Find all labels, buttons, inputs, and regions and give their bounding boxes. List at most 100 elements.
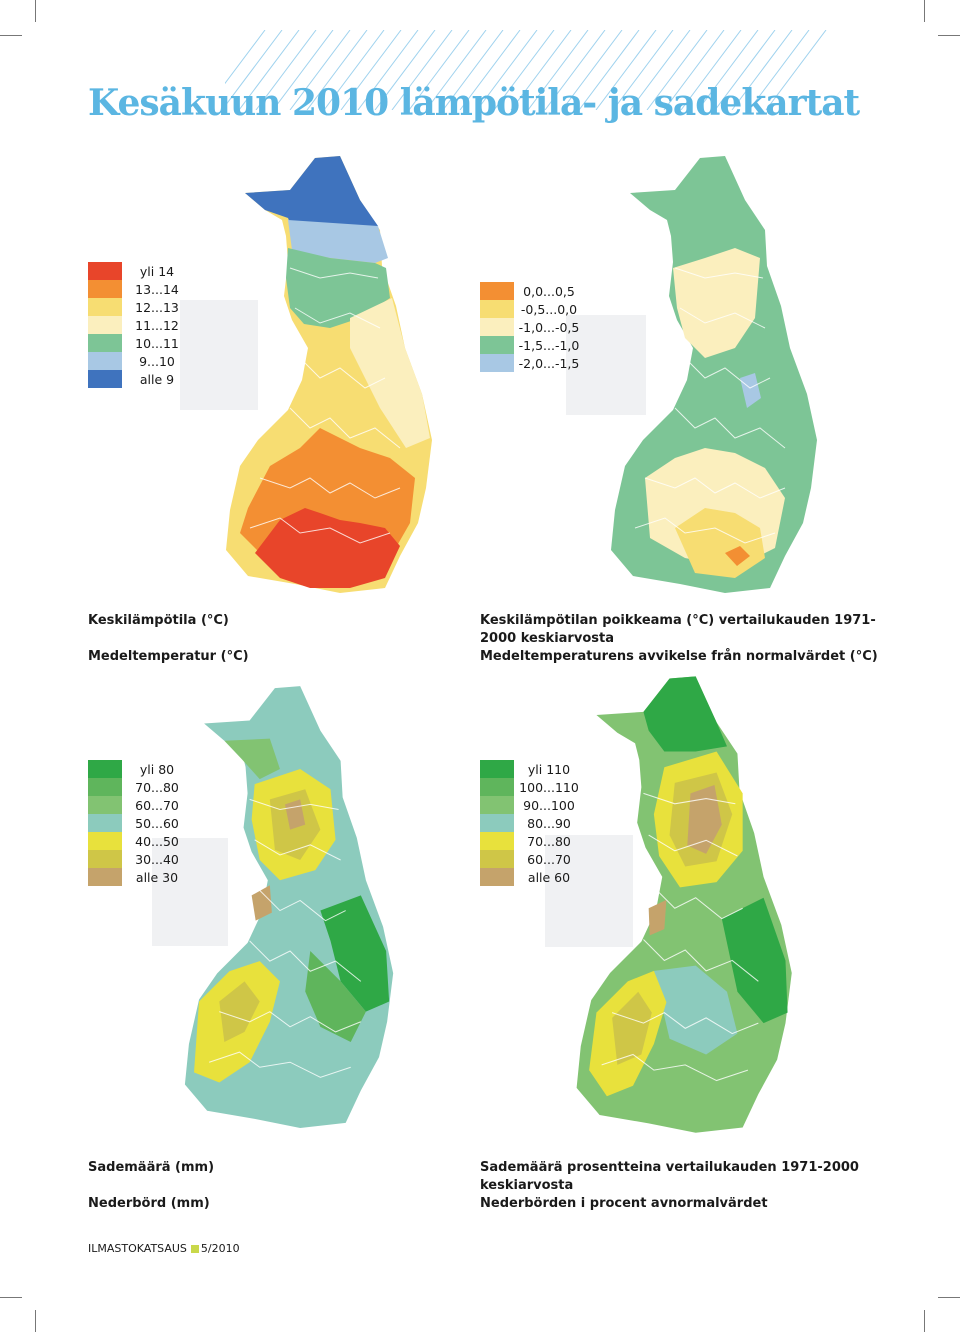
legend-mean-temperature: yli 14 13...14 12...13 11...12 10...11 9… <box>88 262 192 388</box>
legend-label: 60...70 <box>527 851 571 867</box>
caption-temperature-anomaly: Keskilämpötilan poikkeama (°C) vertailuk… <box>480 612 878 666</box>
legend-swatch <box>88 334 122 352</box>
region-boundary <box>294 307 381 329</box>
hatch-line <box>544 30 606 110</box>
legend-item: -0,5...0,0 <box>480 300 584 318</box>
legend-swatch <box>88 370 122 388</box>
legend-swatch <box>480 778 514 796</box>
legend-item: 100...110 <box>480 778 584 796</box>
legend-swatch <box>480 760 514 778</box>
legend-item: 9...10 <box>88 352 192 370</box>
legend-label: 13...14 <box>135 281 179 297</box>
hatch-line <box>731 30 793 110</box>
legend-label: alle 60 <box>527 869 571 885</box>
legend-item: -2,0...-1,5 <box>480 354 584 372</box>
region-boundary <box>219 1011 362 1033</box>
caption-finnish: 2000 keskiarvosta <box>480 631 614 646</box>
legend-swatch <box>480 336 514 354</box>
caption-swedish: Medeltemperatur (°C) <box>88 649 249 664</box>
region-boundary <box>289 267 379 279</box>
legend-swatch <box>480 282 514 300</box>
hatch-line <box>272 30 334 110</box>
hatch-line <box>561 30 623 110</box>
legend-ghost-box <box>180 300 258 410</box>
hatch-line <box>595 30 657 110</box>
zone-0-05 <box>725 546 750 566</box>
hatch-line <box>578 30 640 110</box>
hatch-line <box>374 30 436 110</box>
caption-swedish: Medeltemperaturens avvikelse från normal… <box>480 649 878 664</box>
map-precipitation <box>184 686 394 1128</box>
caption-finnish: Sademäärä prosentteina vertailukauden 19… <box>480 1160 859 1175</box>
legend-label: 60...70 <box>135 797 179 813</box>
legend-swatch <box>88 316 122 334</box>
legend-label: 9...10 <box>139 353 175 369</box>
region-boundary <box>249 798 339 810</box>
legend-item: 13...14 <box>88 280 192 298</box>
hatch-line <box>459 30 521 110</box>
legend-item: 70...80 <box>88 778 192 796</box>
legend-label: 40...50 <box>135 833 179 849</box>
hatch-line <box>493 30 555 110</box>
caption-precipitation-percent: Sademäärä prosentteina vertailukauden 19… <box>480 1159 859 1213</box>
legend-item: alle 9 <box>88 370 192 388</box>
zone-yli-110 <box>721 897 788 1024</box>
region-boundary <box>674 267 764 279</box>
legend-label: 0,0...0,5 <box>523 283 575 299</box>
legend-swatch <box>480 868 514 886</box>
region-boundary <box>209 1051 351 1078</box>
legend-ghost-box <box>545 835 633 947</box>
zone-alle-60 <box>687 784 722 854</box>
zone-alle-9 <box>245 156 378 236</box>
hatch-line <box>225 30 266 85</box>
legend-ghost-box <box>152 838 228 946</box>
caption-swedish: Nederbörden i procent avnormalvärdet <box>480 1196 768 1211</box>
legend-swatch <box>480 832 514 850</box>
region-boundary <box>254 839 341 861</box>
legend-label: 30...40 <box>135 851 179 867</box>
zone-10-11 <box>286 248 390 328</box>
hatch-line <box>340 30 402 110</box>
legend-label: alle 30 <box>135 869 179 885</box>
crop-mark <box>35 1310 36 1332</box>
caption-swedish: Nederbörd (mm) <box>88 1196 210 1211</box>
hatch-line <box>629 30 691 110</box>
region-boundary <box>643 792 736 805</box>
legend-label: yli 80 <box>139 761 175 777</box>
legend-swatch <box>480 354 514 372</box>
crop-mark <box>35 0 36 22</box>
legend-item: 50...60 <box>88 814 192 832</box>
legend-label: 12...13 <box>135 299 179 315</box>
legend-label: yli 110 <box>527 761 571 777</box>
crop-mark <box>0 1297 22 1298</box>
zone-11-12 <box>350 298 430 448</box>
hatch-line <box>510 30 572 110</box>
decorative-hatch <box>225 30 827 110</box>
zone-yli-14 <box>255 508 400 588</box>
hatch-line <box>714 30 776 110</box>
region-boundary <box>601 1053 749 1082</box>
legend-ghost-box <box>566 315 646 415</box>
zone-60-70 <box>612 991 652 1065</box>
hatch-line <box>323 30 385 110</box>
region-boundary <box>259 477 401 499</box>
zone-minus2-minus15 <box>740 373 761 408</box>
legend-precipitation-percent: yli 110 100...110 90...100 80...90 70...… <box>480 760 584 886</box>
legend-swatch <box>88 850 122 868</box>
crop-mark <box>924 1310 925 1332</box>
region-boundary <box>684 357 771 389</box>
hatch-line <box>408 30 470 110</box>
zone-30-40 <box>219 981 260 1042</box>
legend-label: 70...80 <box>135 779 179 795</box>
caption-precipitation: Sademäärä (mm) Nederbörd (mm) <box>88 1159 214 1213</box>
region-boundary <box>644 477 786 499</box>
hatch-line <box>663 30 725 110</box>
region-boundary <box>643 939 759 982</box>
hatch-line <box>765 30 827 110</box>
region-boundary <box>249 940 362 982</box>
caption-finnish: Sademäärä (mm) <box>88 1160 215 1175</box>
legend-label: -2,0...-1,5 <box>518 355 580 371</box>
crop-mark <box>924 0 925 22</box>
zone-alle-60 <box>648 899 667 936</box>
hatch-line <box>225 30 283 107</box>
